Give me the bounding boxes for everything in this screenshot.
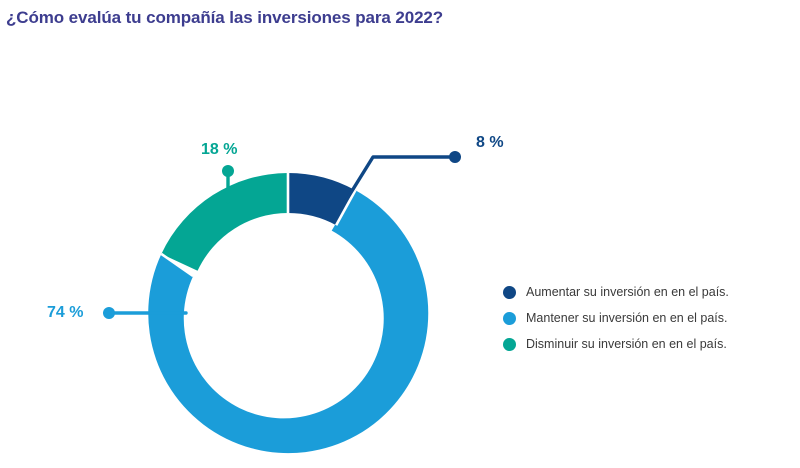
page-title: ¿Cómo evalúa tu compañía las inversiones… [6, 8, 444, 27]
legend-item-label: Aumentar su inversión en en el país. [526, 284, 729, 299]
donut-slice-aumentar[interactable] [288, 173, 356, 226]
legend-item-label: Disminuir su inversión en en el país. [526, 336, 727, 351]
legend-swatch-icon [503, 337, 516, 351]
legend-item-mantener[interactable]: Mantener su inversión en en el país. [503, 305, 793, 331]
leader-line-aumentar [340, 151, 461, 209]
leader-line-disminuir [222, 165, 234, 204]
legend-item-aumentar[interactable]: Aumentar su inversión en en el país. [503, 279, 793, 305]
legend-swatch-icon [503, 311, 516, 325]
value-label-mantener: 74 % [47, 304, 84, 321]
leader-line-mantener [103, 307, 188, 319]
legend-item-label: Mantener su inversión en en el país. [526, 310, 728, 325]
donut-segments [148, 173, 429, 454]
value-label-aumentar: 8 % [476, 134, 504, 151]
donut-slice-disminuir[interactable] [161, 173, 288, 271]
legend-swatch-icon [503, 285, 516, 299]
chart-legend: Aumentar su inversión en en el país. Man… [503, 279, 793, 357]
donut-slice-separators [160, 173, 357, 278]
donut-slice-mantener[interactable] [148, 190, 429, 454]
value-label-disminuir: 18 % [201, 141, 238, 158]
legend-item-disminuir[interactable]: Disminuir su inversión en en el país. [503, 331, 793, 357]
